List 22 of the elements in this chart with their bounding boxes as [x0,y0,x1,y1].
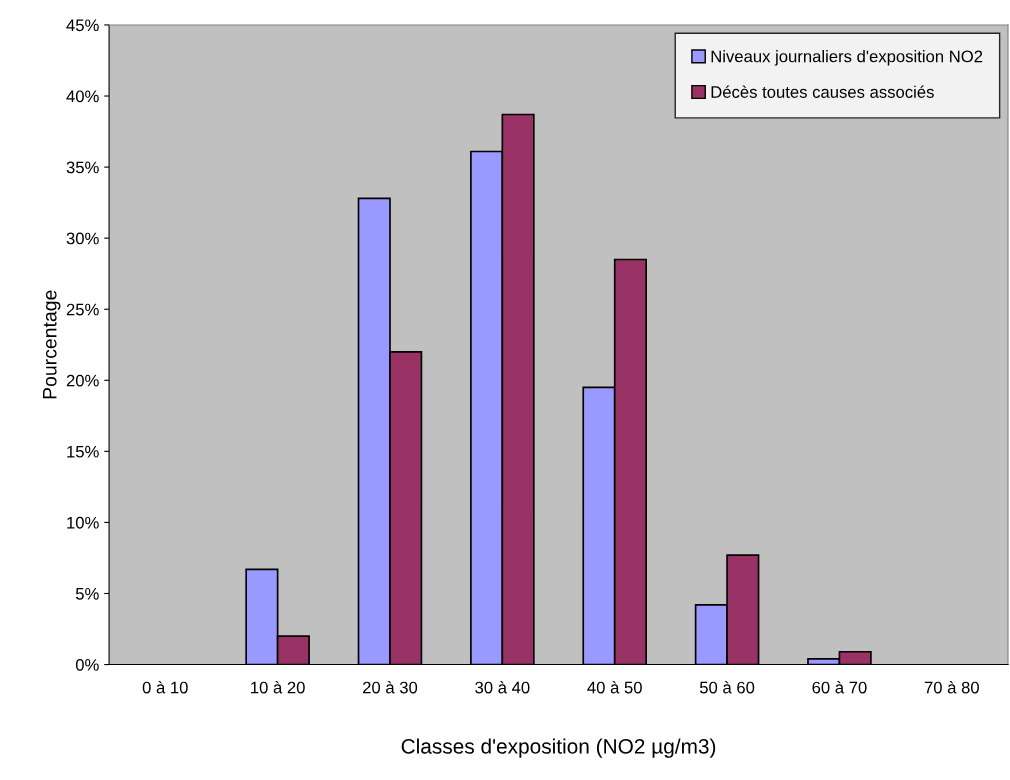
y-tick-label: 10% [67,516,99,529]
x-tick-label: 60 à 70 [812,681,867,694]
legend-label: Niveaux journaliers d'exposition NO2 [711,50,983,66]
x-tick-label: 10 à 20 [251,681,305,694]
y-tick-label: 40% [66,90,99,103]
x-tick-label: 0 à 10 [142,681,188,694]
y-tick-label: 30% [66,232,99,245]
y-tick-label: 15% [67,445,99,458]
x-tick-label: 70 à 80 [924,681,979,694]
x-tick-label: 30 à 40 [475,681,530,694]
x-tick-label: 40 à 50 [587,681,642,694]
x-tick-label: 50 à 60 [699,681,755,694]
x-axis-title: Classes d'exposition (NO2 µg/m3) [401,738,716,758]
y-tick-label: 5% [75,587,99,600]
y-tick-label: 0% [75,658,99,671]
y-tick-label: 20% [66,374,99,387]
x-tick-label: 20 à 30 [363,681,418,694]
y-tick-label: 35% [66,161,99,174]
y-tick-label: 25% [66,303,99,316]
y-tick-label: 45% [66,19,99,32]
legend-label: Décès toutes causes associés [711,85,934,98]
y-axis-title: Pourcentage [43,290,61,399]
